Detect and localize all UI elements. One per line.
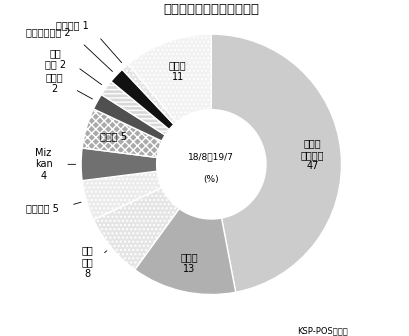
Text: 浜乙女
2: 浜乙女 2 <box>45 72 63 94</box>
Text: 井上
商店 2: 井上 商店 2 <box>45 48 66 70</box>
Text: 18/8〜19/7: 18/8〜19/7 <box>188 152 234 161</box>
Text: 三島
食品
8: 三島 食品 8 <box>81 246 93 279</box>
Text: にんべん 1: にんべん 1 <box>56 20 89 31</box>
Wedge shape <box>128 34 211 122</box>
Title: ふりかけメーカー別シェア: ふりかけメーカー別シェア <box>163 3 258 16</box>
Wedge shape <box>82 171 162 220</box>
Text: 丸美屋
食品工業
47: 丸美屋 食品工業 47 <box>300 138 324 171</box>
Text: Miz
kan
4: Miz kan 4 <box>35 148 52 181</box>
Wedge shape <box>211 34 341 292</box>
Text: KSP-POSデータ: KSP-POSデータ <box>297 327 347 335</box>
Wedge shape <box>82 109 162 158</box>
Text: 田中食品 5: 田中食品 5 <box>26 204 58 214</box>
Wedge shape <box>93 187 179 270</box>
Text: 大森屋 5: 大森屋 5 <box>100 131 127 141</box>
Text: ニチフリ食品 2: ニチフリ食品 2 <box>26 28 71 37</box>
Wedge shape <box>81 148 157 181</box>
Wedge shape <box>111 70 173 129</box>
Text: (%): (%) <box>203 175 218 184</box>
Wedge shape <box>93 94 165 141</box>
Text: その他
11: その他 11 <box>169 60 186 82</box>
Wedge shape <box>122 64 176 124</box>
Wedge shape <box>135 209 235 295</box>
Wedge shape <box>101 81 169 135</box>
Text: 永谷園
13: 永谷園 13 <box>180 253 198 274</box>
